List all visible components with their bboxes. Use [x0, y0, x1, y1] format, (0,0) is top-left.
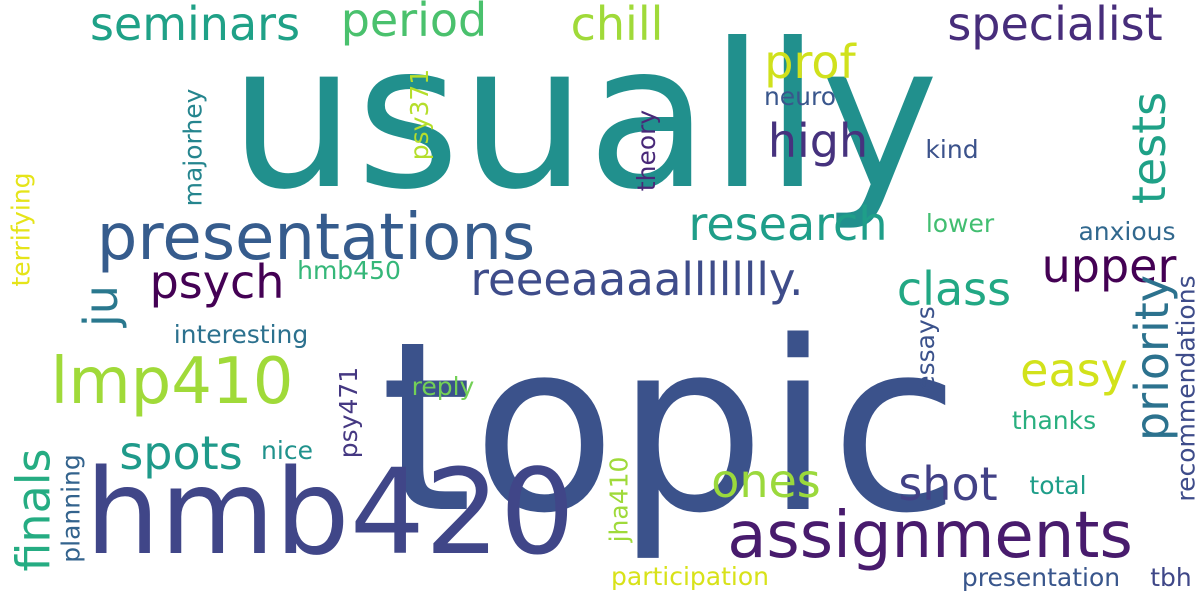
- word: kind: [925, 134, 979, 164]
- word: finals: [7, 448, 62, 572]
- word: majorhey: [178, 88, 208, 206]
- word: interesting: [173, 319, 309, 349]
- word: thanks: [1011, 405, 1097, 435]
- word: recommendations: [1171, 274, 1200, 502]
- word: specialist: [947, 0, 1163, 51]
- word: hmb450: [297, 255, 401, 285]
- word: spots: [119, 426, 243, 480]
- word: nice: [261, 435, 313, 465]
- word: usually: [229, 1, 939, 234]
- word: reeeaaaallllllly.: [470, 252, 804, 306]
- word: theory: [632, 109, 662, 191]
- word: easy: [1020, 343, 1128, 397]
- word: psych: [149, 255, 285, 309]
- word: presentation: [961, 562, 1121, 592]
- word: presentations: [96, 201, 536, 275]
- word: terrifying: [6, 171, 36, 287]
- word: lmp410: [50, 345, 294, 419]
- word: reply: [411, 371, 475, 401]
- word: psy371: [405, 68, 435, 160]
- word: class: [896, 262, 1012, 316]
- word: prof: [764, 35, 856, 89]
- word: chill: [570, 0, 664, 51]
- word: ju: [74, 285, 128, 327]
- word: topic: [380, 291, 960, 565]
- word: research: [688, 197, 888, 251]
- word: jha410: [604, 456, 634, 542]
- word: shot: [898, 457, 998, 511]
- word: ones: [711, 454, 821, 508]
- word: planning: [56, 453, 86, 563]
- word: priority: [1125, 275, 1179, 441]
- word: total: [1029, 470, 1087, 500]
- word: hmb420: [85, 443, 575, 581]
- word: seminars: [89, 0, 301, 51]
- word: upper: [1041, 239, 1177, 293]
- word: anxious: [1078, 216, 1176, 246]
- word: participation: [611, 561, 769, 591]
- word: period: [340, 0, 488, 47]
- word: tbh: [1150, 562, 1192, 592]
- word: tests: [1122, 91, 1176, 205]
- word: high: [767, 114, 869, 168]
- word: lower: [925, 208, 995, 238]
- word: psy471: [334, 366, 364, 458]
- word: neuro: [763, 81, 837, 111]
- word: assignments: [727, 499, 1133, 573]
- word: essays: [910, 305, 940, 391]
